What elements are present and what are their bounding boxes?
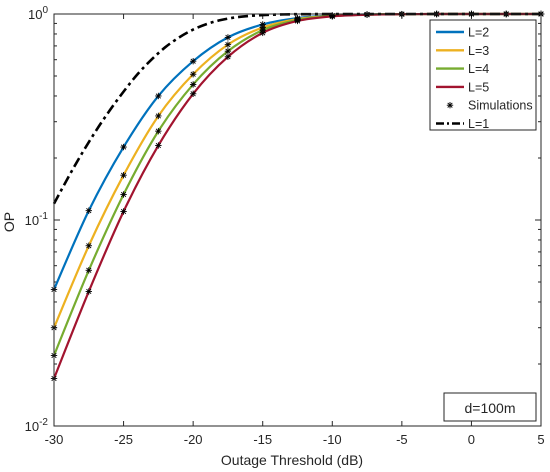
legend-label-l-3: L=3 [468,44,489,58]
simulation-marker [446,102,454,109]
x-tick-label: -20 [184,432,203,447]
tick-labels: -30 -25 -20 -15 -10 -5 0 5 10-2 10-1 100 [25,5,545,447]
series-line-l-1 [52,12,541,205]
annotation-box: d=100m [443,392,537,422]
simulation-marker [155,92,162,100]
simulation-marker [85,207,92,214]
x-axis-label: Outage Threshold (dB) [221,452,363,468]
simulation-marker [363,11,371,18]
simulation-marker [294,17,301,25]
simulation-marker [120,191,127,198]
simulation-marker [120,143,127,151]
simulation-marker [155,142,162,149]
x-tick-label: -15 [253,432,272,447]
simulation-marker [120,208,127,215]
simulation-marker [224,41,232,48]
simulation-marker [224,47,232,55]
annotation-text: d=100m [465,400,516,416]
simulation-marker [259,29,266,37]
simulation-marker [189,71,197,78]
simulation-marker [155,112,162,120]
simulation-marker [189,58,197,65]
simulation-marker [85,288,92,295]
x-tick-label: -25 [114,432,133,447]
x-tick-label: -5 [396,432,408,447]
y-tick-label: 10-2 [25,417,49,434]
legend-label-l-2: L=2 [468,26,489,40]
annotation-frame [443,392,537,422]
legend-label-simulations: Simulations [468,99,533,113]
simulation-marker [155,127,162,135]
y-axis-label: OP [1,212,17,232]
y-tick-label: 10-1 [25,211,49,228]
legend-label-l-1: L=1 [468,117,489,131]
simulation-marker [85,242,92,249]
simulation-marker [85,267,92,274]
x-tick-label: -10 [323,432,342,447]
axes-frame [53,13,542,427]
x-tick-label: 5 [537,432,544,447]
y-tick-label: 100 [28,5,48,22]
legend-label-l-4: L=4 [468,62,489,76]
x-tick-label: 0 [468,432,475,447]
simulation-marker [120,171,127,179]
plot-frame [53,13,542,427]
simulation-marker [189,90,197,97]
simulation-marker [224,34,232,41]
simulation-marker [224,53,232,60]
x-tick-label: -30 [45,432,64,447]
simulation-marker [189,81,197,88]
legend: L=2 L=3 L=4 L=5 Simulations L=1 [429,19,537,131]
legend-label-l-5: L=5 [468,80,489,94]
legend-box [429,19,537,131]
